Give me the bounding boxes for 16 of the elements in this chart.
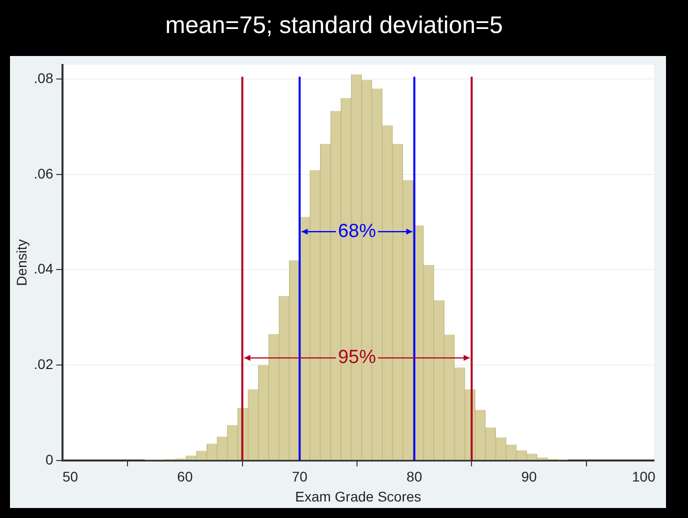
- x-tick-label: 60: [177, 468, 193, 485]
- x-tick-label: 80: [406, 468, 422, 485]
- y-axis-title: Density: [13, 239, 30, 286]
- y-tick-label: .02: [34, 356, 54, 372]
- y-tick-label: 0: [45, 451, 54, 468]
- x-tick-label: 100: [632, 468, 656, 485]
- chart-title: mean=75; standard deviation=5: [165, 12, 503, 40]
- x-axis-title: Exam Grade Scores: [295, 488, 422, 504]
- y-tick-label: .08: [34, 70, 54, 86]
- y-tick-label: .06: [34, 165, 54, 182]
- x-tick-label: 90: [521, 468, 537, 485]
- x-tick-label: 50: [62, 468, 78, 485]
- x-tick-label: 70: [292, 468, 308, 485]
- annotation: 95%: [338, 347, 376, 368]
- y-tick-label: .04: [34, 260, 54, 277]
- annotation: 68%: [338, 220, 376, 242]
